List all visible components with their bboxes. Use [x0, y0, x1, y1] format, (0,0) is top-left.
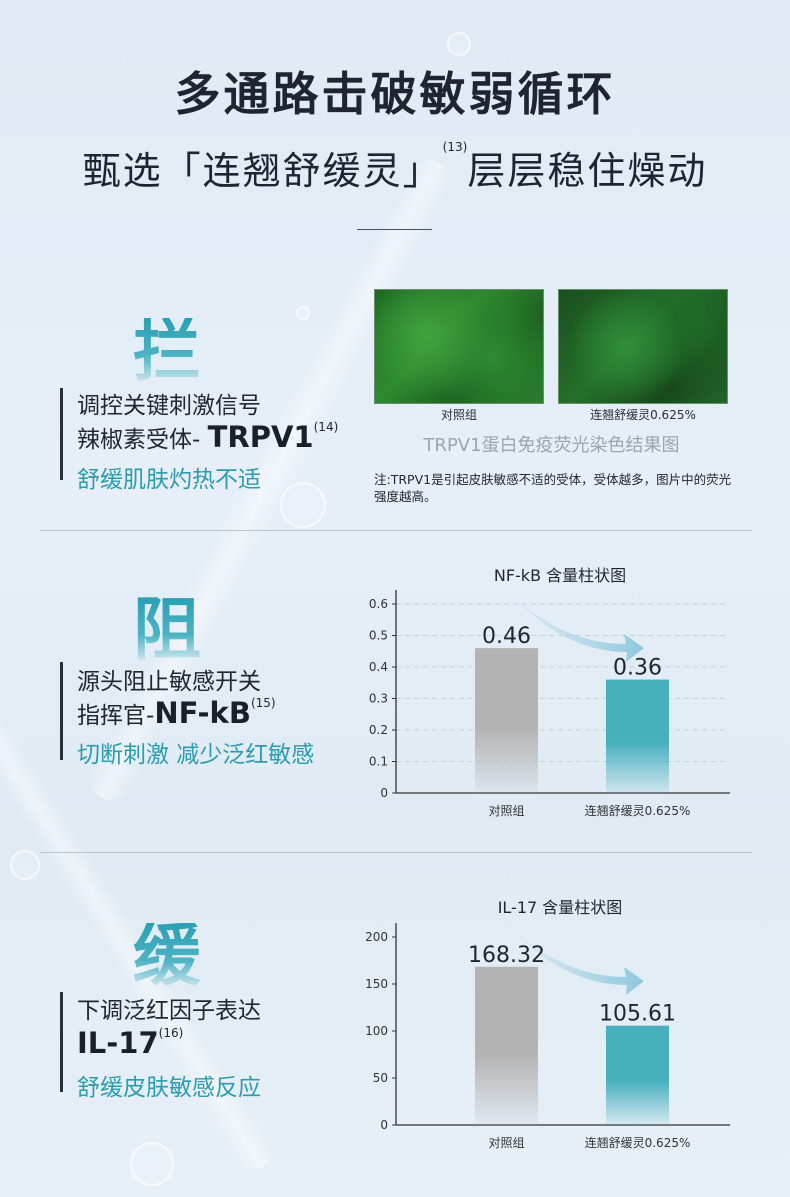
section-line2: 辣椒素受体- TRPV1(14) [77, 420, 338, 454]
target-name: IL-17 [77, 1026, 159, 1060]
subtitle-text: 层层稳住燥动 [467, 149, 708, 193]
trend-arrow-icon [513, 596, 644, 662]
y-tick-label: 0 [380, 786, 388, 800]
section-line3: 舒缓肌肤灼热不适 [77, 467, 261, 493]
section-line3: 切断刺激 减少泛红敏感 [77, 742, 315, 768]
x-category-label: 连翘舒缓灵0.625% [585, 803, 691, 818]
section-char: 阻 [133, 591, 202, 670]
bubble-decoration [280, 482, 326, 528]
section-char: 缓 [133, 917, 202, 996]
x-category-label: 对照组 [488, 804, 524, 818]
target-name: NF-kB [154, 696, 251, 730]
bubble-decoration [10, 850, 40, 880]
image-caption: TRPV1蛋白免疫荧光染色结果图 [423, 435, 680, 456]
y-tick-label: 0.5 [369, 629, 388, 643]
section-line1: 下调泛红因子表达 [77, 998, 261, 1024]
bar-control [475, 966, 538, 1125]
bubble-decoration [130, 1142, 174, 1186]
reference-mark: (15) [250, 696, 276, 710]
page-title: 多通路击破敏弱循环 [174, 67, 616, 121]
y-tick-label: 0 [380, 1118, 388, 1132]
reference-mark: (13) [442, 140, 468, 154]
section-divider [40, 852, 752, 853]
x-category-label: 对照组 [488, 1136, 524, 1150]
y-tick-label: 50 [373, 1071, 388, 1085]
image-label: 对照组 [440, 408, 477, 422]
title-divider [357, 229, 432, 230]
section-line1: 调控关键刺激信号 [77, 393, 261, 419]
section-char: 拦 [133, 312, 202, 391]
bar-value-label: 0.36 [613, 656, 662, 681]
nfkb-bar-chart: 0 0.1 0.2 0.3 0.4 0.5 0.6 0.46 对照组 0.36 连翘舒缓灵0.625… [369, 590, 730, 818]
y-tick-label: 100 [365, 1024, 388, 1038]
chart-title: NF-kB 含量柱状图 [493, 566, 627, 585]
bar-control [475, 648, 538, 793]
line2-text: 指挥官- [77, 703, 155, 729]
section-line1: 源头阻止敏感开关 [77, 669, 261, 695]
bubble-decoration [447, 32, 471, 56]
bar-treatment [606, 1025, 669, 1125]
image-note: 注:TRPV1是引起皮肤敏感不适的受体，受体越多，图片中的荧光强度越高。 [374, 472, 732, 504]
y-tick-label: 0.2 [369, 723, 388, 737]
reference-mark: (14) [313, 420, 339, 434]
bubble-decoration [296, 306, 310, 320]
x-category-label: 连翘舒缓灵0.625% [585, 1135, 691, 1150]
image-label: 连翘舒缓灵0.625% [590, 408, 696, 422]
section-bar [60, 992, 63, 1092]
bar-value-label: 0.46 [482, 624, 531, 649]
bar-treatment [606, 679, 669, 793]
treatment-fluorescence-image [558, 289, 728, 404]
bar-value-label: 105.61 [599, 1002, 676, 1027]
reference-mark: (16) [158, 1026, 184, 1040]
y-tick-label: 0.4 [369, 660, 388, 674]
line2-text: 辣椒素受体- [77, 427, 208, 453]
section-bar [60, 388, 63, 480]
section-line2: IL-17(16) [77, 1026, 183, 1060]
control-fluorescence-image [374, 289, 544, 404]
section-line3: 舒缓皮肤敏感反应 [77, 1075, 261, 1101]
page-subtitle: 甄选「连翘舒缓灵」(13)层层稳住燥动 [0, 140, 790, 195]
y-tick-label: 0.3 [369, 692, 388, 706]
y-tick-label: 150 [365, 977, 388, 991]
bar-value-label: 168.32 [468, 943, 545, 968]
subtitle-text: 甄选「连翘舒缓灵」 [82, 149, 443, 193]
section-divider [40, 530, 752, 531]
y-tick-label: 0.1 [369, 755, 388, 769]
trend-arrow-icon [513, 929, 644, 995]
il17-bar-chart: 0 50 100 150 200 168.32 对照组 105.61 连翘舒缓灵0.625% [365, 923, 730, 1150]
y-tick-label: 200 [365, 930, 388, 944]
section-bar [60, 662, 63, 760]
chart-title: IL-17 含量柱状图 [497, 898, 623, 917]
section-line2: 指挥官-NF-kB(15) [77, 696, 276, 730]
target-name: TRPV1 [207, 420, 314, 454]
y-tick-label: 0.6 [369, 597, 388, 611]
